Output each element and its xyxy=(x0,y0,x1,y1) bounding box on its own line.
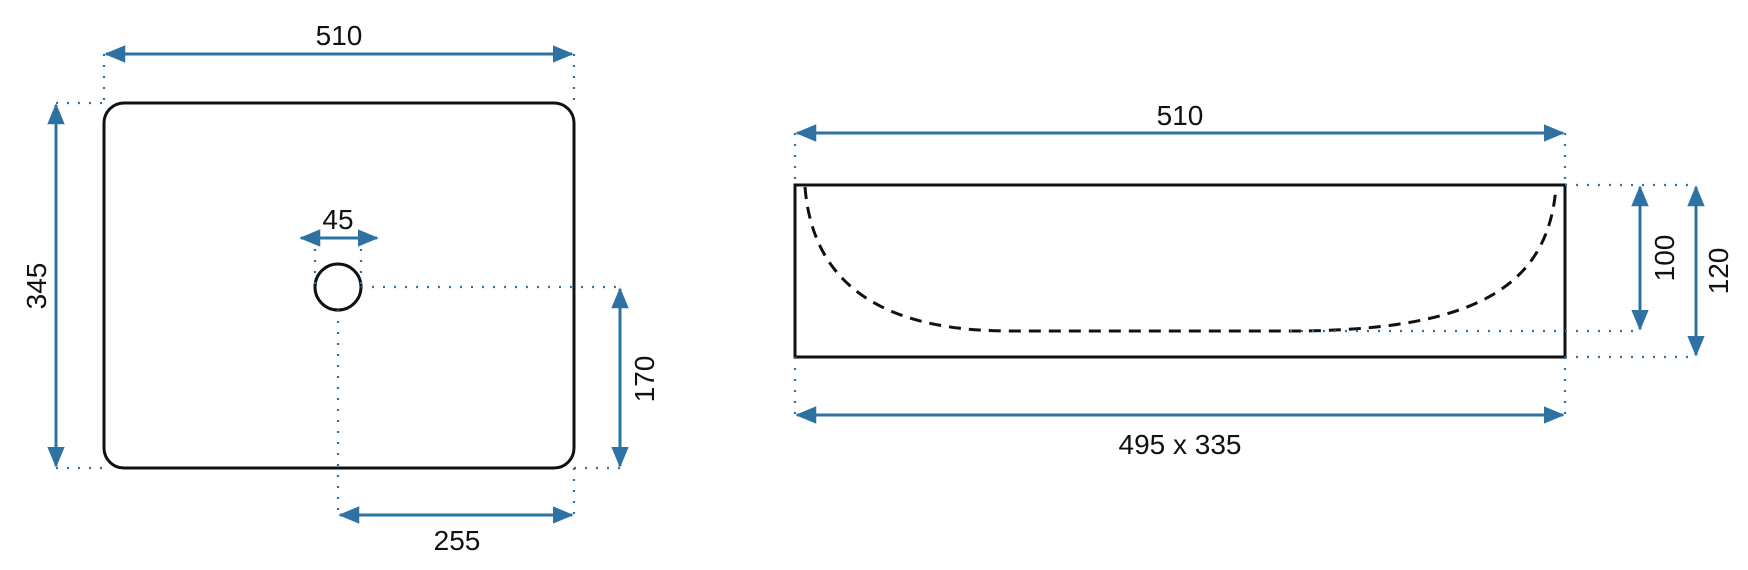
basin-outline xyxy=(102,101,576,470)
inner-size-label: 495 x 335 xyxy=(1119,429,1242,460)
extension-lines xyxy=(793,133,1696,415)
side-view: 510 495 x 335 100 120 xyxy=(793,100,1734,460)
drain-offset-x-label: 255 xyxy=(434,525,481,556)
drain-offset-y-label: 170 xyxy=(629,356,660,403)
top-view: 510 345 45 170 255 xyxy=(21,20,660,556)
height-label: 120 xyxy=(1703,248,1734,295)
width-label: 510 xyxy=(1157,100,1204,131)
depth-label: 345 xyxy=(21,263,52,310)
bowl-hidden-line xyxy=(803,186,1558,333)
drain-diameter-label: 45 xyxy=(322,204,353,235)
extension-lines xyxy=(56,54,620,515)
width-label: 510 xyxy=(316,20,363,51)
drain-hole xyxy=(313,262,363,312)
inner-depth-label: 100 xyxy=(1649,235,1680,282)
side-outline xyxy=(793,183,1567,359)
